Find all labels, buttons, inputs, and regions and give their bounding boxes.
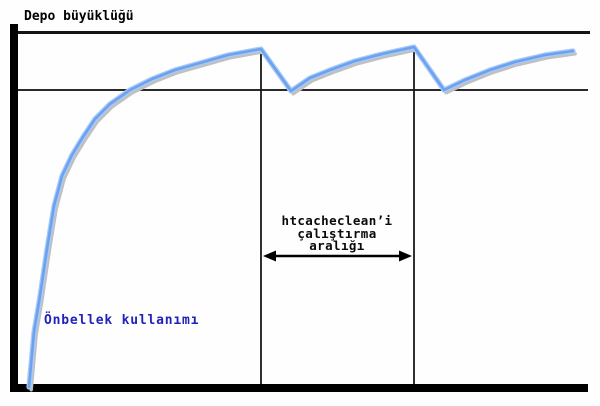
threshold-line bbox=[18, 89, 588, 91]
series-label: Önbellek kullanımı bbox=[44, 313, 200, 328]
y-axis-title: Depo büyüklüğü bbox=[24, 9, 134, 24]
annotation-line-1: htcacheclean’i bbox=[281, 213, 393, 228]
y-axis bbox=[10, 24, 18, 392]
x-axis bbox=[10, 384, 588, 392]
max-storage-line bbox=[18, 31, 590, 34]
interval-annotation: htcacheclean’i çalıştırma aralığı bbox=[259, 213, 415, 253]
annotation-line-2: çalıştırma bbox=[297, 225, 377, 241]
annotation-line-3: aralığı bbox=[309, 238, 365, 253]
